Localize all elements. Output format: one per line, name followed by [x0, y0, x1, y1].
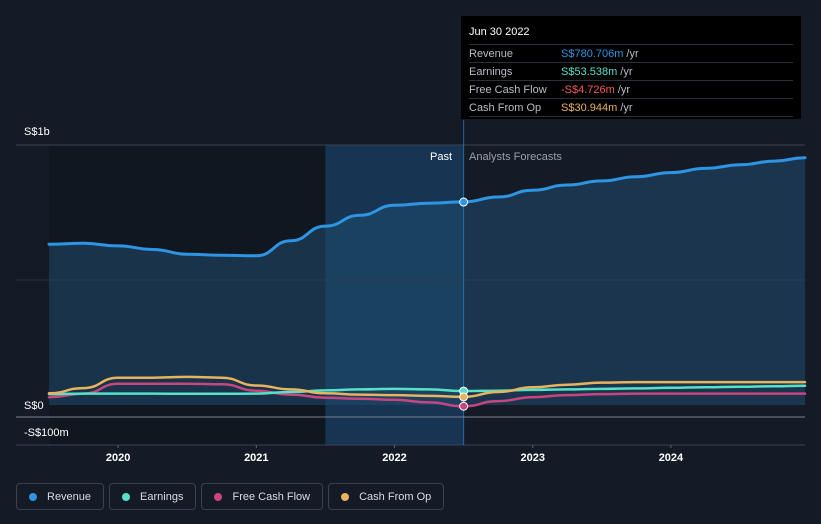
tooltip-label: Revenue: [469, 47, 514, 60]
legend-item-free-cash-flow[interactable]: Free Cash Flow: [201, 483, 324, 510]
tooltip-label: Earnings: [469, 65, 513, 78]
x-tick-label: 2023: [520, 452, 544, 464]
tooltip-label: Cash From Op: [469, 101, 542, 114]
series-line-earnings: [47, 384, 807, 396]
revenue-area: [49, 157, 805, 405]
legend-dot-icon: [341, 492, 350, 501]
tooltip-unit: /yr: [620, 101, 633, 114]
tooltip-unit: /yr: [617, 83, 631, 96]
y-tick-label: S$1b: [24, 126, 50, 138]
y-tick-label: S$0: [24, 400, 44, 412]
legend: Revenue Earnings Free Cash Flow Cash Fro…: [16, 483, 445, 510]
series-line-cash-from-op: [47, 375, 807, 399]
tooltip-row-cash-from-op: Cash From Op S$30.944m /yr: [469, 98, 793, 117]
highlight-point-revenue: [459, 197, 469, 207]
highlight-point-cash-from-op: [459, 392, 469, 402]
tooltip-row-revenue: Revenue S$780.706m /yr: [469, 44, 793, 62]
x-tick-label: 2020: [106, 452, 130, 464]
tooltip-unit: /yr: [626, 47, 639, 60]
x-tick-label: 2024: [659, 452, 684, 464]
tooltip-value: S$53.538m: [561, 65, 618, 78]
legend-label: Free Cash Flow: [232, 490, 311, 503]
forecast-label: Analysts Forecasts: [469, 151, 562, 163]
legend-dot-icon: [29, 492, 37, 501]
legend-label: Earnings: [140, 490, 184, 503]
series-line-revenue: [47, 156, 807, 258]
tooltip-row-earnings: Earnings S$53.538m /yr: [469, 62, 793, 80]
tooltip-date: Jun 30 2022: [469, 26, 530, 38]
legend-item-cash-from-op[interactable]: Cash From Op: [328, 483, 445, 510]
y-tick-label: -S$100m: [24, 427, 69, 439]
x-tick-label: 2021: [244, 452, 268, 464]
tooltip: Jun 30 2022 Revenue S$780.706m /yr Earni…: [461, 16, 801, 119]
legend-item-earnings[interactable]: Earnings: [109, 483, 197, 510]
tooltip-value: S$30.944m: [561, 101, 618, 114]
highlight-point-free-cash-flow: [459, 401, 469, 411]
x-tick-label: 2022: [382, 452, 406, 464]
legend-label: Revenue: [47, 490, 92, 503]
tooltip-row-free-cash-flow: Free Cash Flow -S$4.726m /yr: [469, 80, 793, 98]
series-line-free-cash-flow: [47, 382, 807, 408]
tooltip-label: Free Cash Flow: [469, 83, 547, 96]
legend-label: Cash From Op: [359, 490, 432, 503]
past-label: Past: [430, 151, 452, 163]
tooltip-unit: /yr: [620, 65, 633, 78]
legend-dot-icon: [214, 492, 223, 501]
legend-item-revenue[interactable]: Revenue: [16, 483, 105, 510]
tooltip-value: S$780.706m: [561, 47, 624, 60]
legend-dot-icon: [122, 492, 131, 501]
tooltip-value: -S$4.726m: [561, 83, 615, 96]
